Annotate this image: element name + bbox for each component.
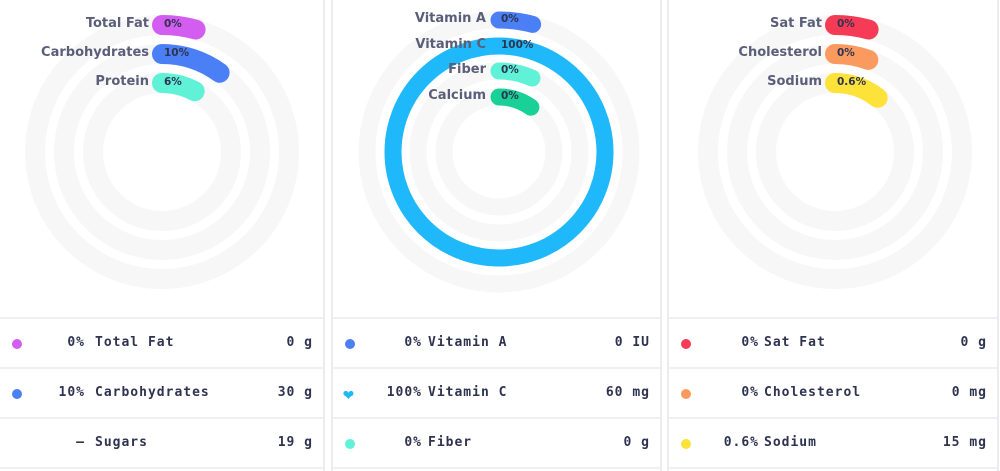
table-row: 0.6% Sodium 15 mg bbox=[669, 419, 997, 469]
ring-label: Cholesterol bbox=[738, 45, 822, 60]
ring-percent: 0% bbox=[501, 13, 519, 25]
row-amount: 0 mg bbox=[951, 385, 987, 400]
ring-percent: 0% bbox=[837, 47, 855, 59]
row-amount: 30 g bbox=[277, 385, 313, 400]
table-row: 0% Fiber 0 g bbox=[333, 419, 660, 469]
ring-arc-carbohydrates bbox=[152, 44, 230, 83]
row-amount: 60 mg bbox=[605, 385, 650, 400]
row-percent: 0% bbox=[404, 335, 422, 350]
row-nutrient-name: Carbohydrates bbox=[95, 385, 210, 400]
nutrient-table: 0% Vitamin A 0 IU ❤ 100% Vitamin C 60 mg 0% Fibe… bbox=[333, 317, 660, 469]
ring-label: Fiber bbox=[448, 62, 486, 77]
nutrient-table: 0% Total Fat 0 g 10% Carbohydrates 30 g — Sugar… bbox=[0, 317, 323, 469]
ring-label: Vitamin A bbox=[414, 11, 486, 26]
row-nutrient-name: Vitamin A bbox=[428, 335, 508, 350]
row-percent: 0% bbox=[404, 435, 422, 450]
ring-arc-vitamin-a bbox=[490, 11, 542, 33]
ring-label: Carbohydrates bbox=[41, 45, 149, 60]
row-amount: 19 g bbox=[277, 435, 313, 450]
vitamins-panel: Vitamin A 0% Vitamin C 100% Fiber 0% Calcium 0%… bbox=[331, 0, 662, 471]
heart-icon: ❤ bbox=[343, 384, 354, 405]
table-row: 0% Vitamin A 0 IU bbox=[333, 319, 660, 369]
macronutrients-panel: Total Fat 0% Carbohydrates 10% Protein 6% 0% To… bbox=[0, 0, 325, 471]
row-percent: 0% bbox=[741, 385, 759, 400]
row-percent: 0% bbox=[741, 335, 759, 350]
row-nutrient-name: Sugars bbox=[95, 435, 148, 450]
row-amount: 0 g bbox=[960, 335, 987, 350]
row-nutrient-name: Total Fat bbox=[95, 335, 175, 350]
table-row: 0% Total Fat 0 g bbox=[0, 319, 323, 369]
ring-chart bbox=[358, 11, 640, 293]
ring-label: Total Fat bbox=[85, 16, 149, 31]
color-dot-icon bbox=[681, 439, 691, 449]
ring-label: Protein bbox=[95, 74, 149, 89]
ring-track bbox=[358, 11, 640, 293]
ring-percent: 0% bbox=[501, 64, 519, 76]
ring-percent: 6% bbox=[164, 76, 182, 88]
row-amount: 0 IU bbox=[614, 335, 650, 350]
ring-percent: 10% bbox=[164, 47, 190, 59]
color-dot-icon bbox=[345, 339, 355, 349]
ring-label: Calcium bbox=[428, 88, 486, 103]
ring-percent: 0% bbox=[837, 18, 855, 30]
row-percent: 0% bbox=[67, 335, 85, 350]
row-percent: 0.6% bbox=[723, 435, 759, 450]
table-row: — Sugars 19 g bbox=[0, 419, 323, 469]
ring-arc-fiber bbox=[490, 62, 541, 87]
row-nutrient-name: Sodium bbox=[764, 435, 817, 450]
row-percent: — bbox=[76, 435, 85, 450]
ring-chart bbox=[25, 15, 299, 289]
color-dot-icon bbox=[681, 389, 691, 399]
row-nutrient-name: Fiber bbox=[428, 435, 473, 450]
ring-label: Vitamin C bbox=[415, 37, 486, 52]
ring-arc-vitamin-c bbox=[384, 37, 614, 267]
ring-percent: 0% bbox=[501, 90, 519, 102]
ring-arc-sat-fat bbox=[825, 15, 879, 40]
fats-sodium-panel: Sat Fat 0% Cholesterol 0% Sodium 0.6% 0% Sat Fa… bbox=[667, 0, 999, 471]
ring-arc-cholesterol bbox=[825, 44, 879, 70]
ring-label: Sodium bbox=[767, 74, 822, 89]
color-dot-icon bbox=[12, 389, 22, 399]
ring-percent: 100% bbox=[501, 39, 534, 51]
ring-arc-protein bbox=[152, 73, 205, 102]
ring-percent: 0% bbox=[164, 18, 182, 30]
row-percent: 10% bbox=[58, 385, 85, 400]
ring-arc-calcium bbox=[490, 88, 540, 116]
row-amount: 15 mg bbox=[942, 435, 987, 450]
table-row: 0% Sat Fat 0 g bbox=[669, 319, 997, 369]
ring-label: Sat Fat bbox=[770, 16, 822, 31]
color-dot-icon bbox=[12, 339, 22, 349]
table-row: 0% Cholesterol 0 mg bbox=[669, 369, 997, 419]
color-dot-icon bbox=[681, 339, 691, 349]
row-percent: 100% bbox=[386, 385, 422, 400]
row-nutrient-name: Vitamin C bbox=[428, 385, 508, 400]
table-row: ❤ 100% Vitamin C 60 mg bbox=[333, 369, 660, 419]
row-nutrient-name: Sat Fat bbox=[764, 335, 826, 350]
ring-chart bbox=[698, 15, 972, 289]
table-row: 10% Carbohydrates 30 g bbox=[0, 369, 323, 419]
ring-percent: 0.6% bbox=[837, 76, 867, 88]
ring-arc-total-fat bbox=[152, 15, 206, 40]
row-amount: 0 g bbox=[623, 435, 650, 450]
ring-track bbox=[435, 88, 563, 216]
ring-track bbox=[83, 73, 241, 231]
row-nutrient-name: Cholesterol bbox=[764, 385, 862, 400]
ring-arc-sodium bbox=[825, 73, 888, 108]
row-amount: 0 g bbox=[286, 335, 313, 350]
nutrient-table: 0% Sat Fat 0 g 0% Cholesterol 0 mg 0.6% Sodium 1… bbox=[669, 317, 997, 469]
color-dot-icon bbox=[345, 439, 355, 449]
